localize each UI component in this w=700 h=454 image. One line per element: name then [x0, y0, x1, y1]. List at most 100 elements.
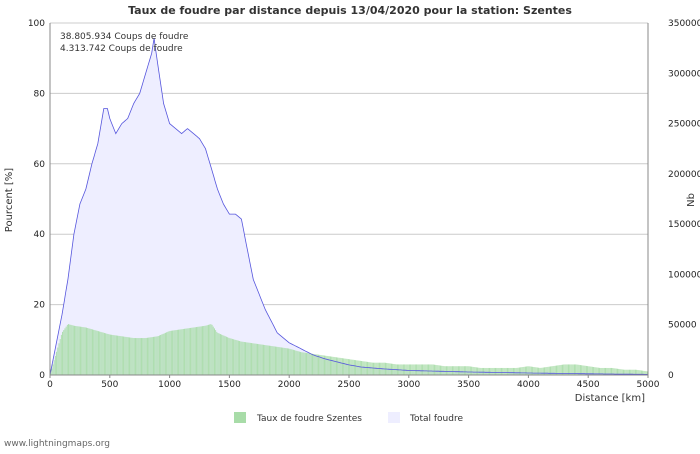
- station-bar: [270, 345, 272, 375]
- station-bar: [126, 337, 128, 375]
- x-axis-label: Distance [km]: [575, 393, 645, 404]
- station-bar: [546, 366, 548, 375]
- station-bar: [499, 367, 501, 375]
- station-bar: [630, 369, 632, 375]
- station-bar: [66, 324, 68, 375]
- station-bar: [538, 367, 540, 375]
- station-bar: [375, 362, 377, 375]
- y-left-tick-label: 100: [28, 19, 45, 29]
- station-bar: [454, 366, 456, 375]
- station-bar: [554, 365, 556, 375]
- station-bar: [479, 367, 481, 375]
- station-bar: [490, 367, 492, 375]
- station-bar: [130, 337, 132, 375]
- station-bar: [417, 364, 419, 375]
- station-bar: [99, 331, 101, 375]
- station-bar: [430, 364, 432, 375]
- station-bar: [215, 330, 217, 375]
- station-bar: [541, 367, 543, 375]
- station-bar: [62, 331, 64, 375]
- station-bar: [81, 326, 83, 375]
- total-foudre-area: [50, 38, 648, 375]
- y-right-tick-label: 50000: [668, 321, 697, 331]
- station-bar: [297, 351, 299, 375]
- station-bar: [214, 328, 215, 375]
- station-bar: [163, 333, 165, 375]
- station-bar: [505, 367, 507, 375]
- station-bar: [324, 355, 325, 375]
- station-bar: [228, 337, 230, 375]
- y-left-tick-label: 80: [34, 89, 46, 99]
- station-bar: [362, 361, 364, 375]
- station-bar: [609, 367, 611, 375]
- station-bar: [315, 354, 317, 375]
- station-bar: [259, 344, 261, 375]
- station-bar: [589, 366, 591, 375]
- station-bar: [205, 325, 207, 375]
- total-foudre-line: [49, 38, 648, 376]
- station-bar: [314, 354, 316, 375]
- station-bar: [614, 368, 616, 375]
- station-bar: [174, 330, 176, 375]
- station-bar: [345, 358, 347, 375]
- station-bar: [571, 364, 573, 375]
- station-bar: [199, 326, 201, 375]
- station-bar: [570, 364, 572, 375]
- station-bar: [408, 364, 410, 375]
- station-bar: [95, 330, 97, 375]
- station-bar: [619, 369, 621, 375]
- station-bar: [169, 330, 171, 375]
- legend-swatch-total: [388, 412, 400, 423]
- station-bar: [626, 369, 628, 375]
- station-bar: [551, 366, 553, 375]
- station-bar: [241, 341, 243, 375]
- station-bar: [557, 365, 559, 375]
- station-bar: [480, 367, 482, 375]
- station-bar: [162, 333, 164, 375]
- axes: [49, 23, 649, 378]
- station-bar: [646, 371, 648, 375]
- station-bar: [371, 362, 373, 375]
- station-bar: [139, 338, 141, 375]
- station-bar: [160, 334, 162, 375]
- station-bar: [198, 326, 200, 375]
- y-right-tick-label: 350000: [668, 19, 700, 29]
- station-bar: [441, 365, 443, 375]
- station-bar: [600, 367, 602, 375]
- station-bar: [266, 345, 268, 375]
- station-bar: [65, 326, 67, 375]
- station-bar: [197, 326, 199, 375]
- station-bar: [319, 354, 321, 375]
- station-bar: [325, 355, 327, 375]
- station-bar: [358, 360, 360, 375]
- station-bar: [518, 367, 520, 375]
- station-bar: [491, 367, 493, 375]
- station-bar: [603, 367, 605, 375]
- station-bar: [486, 367, 488, 375]
- station-bar: [496, 367, 498, 375]
- station-bar: [489, 367, 490, 375]
- station-bar: [182, 328, 184, 375]
- station-bar: [273, 346, 275, 375]
- station-bar: [288, 348, 290, 375]
- station-bar: [347, 359, 349, 375]
- y-right-tick-label: 300000: [668, 69, 700, 79]
- station-bar: [108, 334, 110, 375]
- station-bar: [109, 334, 111, 375]
- station-bar: [193, 327, 195, 375]
- station-bar: [434, 364, 435, 375]
- station-bar: [638, 370, 640, 375]
- station-bar: [438, 365, 440, 375]
- station-bar: [76, 326, 78, 375]
- station-bar: [423, 364, 425, 375]
- station-bar: [284, 347, 286, 375]
- station-bar: [249, 342, 251, 375]
- station-bar: [120, 336, 122, 375]
- station-bar: [106, 333, 108, 375]
- station-bar: [533, 366, 535, 375]
- station-bar: [443, 366, 445, 375]
- station-bar: [582, 365, 584, 375]
- station-bar: [97, 331, 99, 375]
- station-bar: [599, 367, 601, 375]
- station-bar: [539, 367, 541, 375]
